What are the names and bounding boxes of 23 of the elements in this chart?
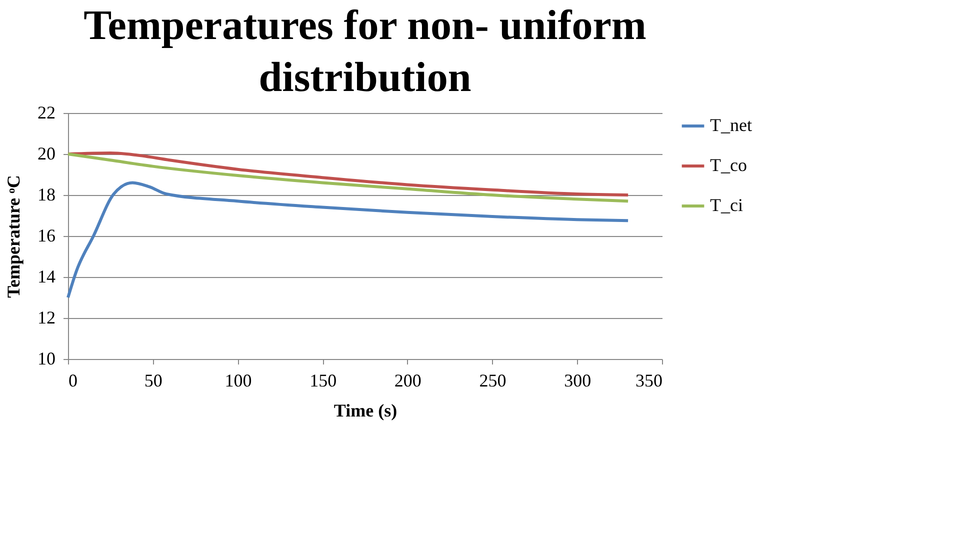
y-tick-label: 14 xyxy=(38,266,56,286)
legend-label: T_net xyxy=(710,115,752,135)
y-tick-label: 16 xyxy=(38,226,56,246)
y-tick-label: 12 xyxy=(38,308,56,328)
line-series xyxy=(66,181,630,299)
legend-label: T_co xyxy=(710,155,747,175)
chart-title: Temperatures for non- uniform distribution xyxy=(84,3,646,101)
x-tick-label: 50 xyxy=(144,370,162,390)
x-tick-label: 300 xyxy=(564,370,592,390)
x-tick-label: 100 xyxy=(224,370,252,390)
x-axis-title: Time (s) xyxy=(334,400,398,420)
line-series xyxy=(66,152,630,203)
x-tick-label: 250 xyxy=(479,370,506,390)
x-tick-label: 0 xyxy=(68,370,78,390)
y-tick-label: 20 xyxy=(38,144,56,164)
x-tick-label: 350 xyxy=(636,370,662,390)
x-tick-label: 200 xyxy=(394,370,422,390)
y-axis-title: Temperature ᵒC xyxy=(4,175,24,298)
legend-label: T_ci xyxy=(710,195,743,215)
y-tick-label: 18 xyxy=(38,184,56,204)
y-tick-label: 22 xyxy=(38,102,56,122)
x-tick-label: 150 xyxy=(310,370,337,390)
y-tick-label: 10 xyxy=(38,348,56,368)
